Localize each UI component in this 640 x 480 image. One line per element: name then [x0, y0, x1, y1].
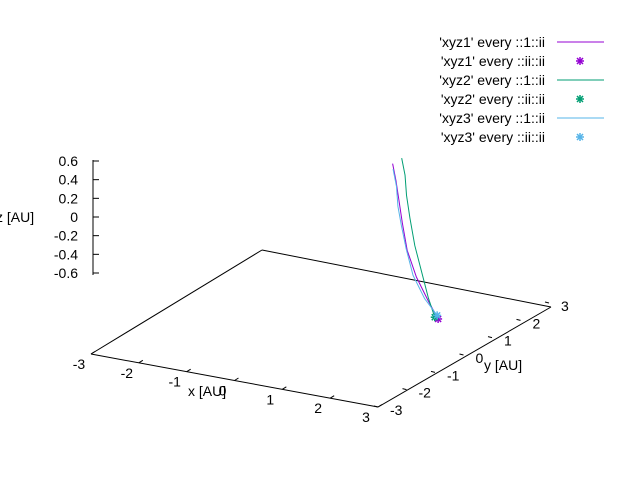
x-tick-label: 1 [266, 391, 274, 407]
y-axis-line [377, 306, 552, 408]
x-tick-label: -3 [73, 356, 86, 372]
x-tick-mark [186, 368, 191, 373]
x-tick-label: 3 [362, 409, 370, 425]
z-tick-label: -0.4 [54, 246, 78, 262]
x-tick-mark [329, 395, 335, 399]
legend-label: 'xyz1' every ::ii::ii [441, 53, 545, 69]
x-axis-label: x [AU] [188, 383, 226, 399]
series-point-5 [433, 311, 442, 320]
x-tick-mark [138, 359, 144, 364]
legend-label: 'xyz2' every ::1::ii [439, 72, 545, 88]
x-tick-label: 2 [314, 400, 322, 416]
y-tick-label: -3 [390, 402, 403, 418]
y-tick-mark [373, 405, 379, 408]
series-line-2 [401, 157, 436, 318]
legend-point-swatch [576, 95, 584, 103]
legend-point-swatch [576, 133, 584, 141]
z-tick-label: -0.2 [54, 228, 78, 244]
z-tick-label: -0.6 [54, 265, 78, 281]
z-tick-label: 0.4 [59, 172, 79, 188]
series-line-4 [392, 169, 438, 316]
legend-label: 'xyz3' every ::1::ii [439, 110, 545, 126]
tick-labels: -3 -2 -1 0 1 2 3 -3 -2 -1 0 1 2 3 -0.6 -0.4 -0.2 0 0.2 0.4 0… [54, 153, 569, 425]
y-tick-label: 1 [504, 333, 512, 349]
data-series [392, 157, 443, 323]
x-tick-label: 0 [219, 383, 227, 399]
series-line-0 [392, 163, 439, 320]
legend-point-swatch [576, 57, 584, 65]
y-tick-label: -2 [419, 385, 432, 401]
legend-label: 'xyz2' every ::ii::ii [441, 91, 545, 107]
y-tick-mark [459, 353, 464, 356]
y-tick-label: 3 [561, 298, 569, 314]
x-tick-label: -1 [168, 374, 181, 390]
y-tick-mark [516, 318, 521, 321]
y-tick-mark [487, 336, 493, 339]
x-tick-label: -2 [121, 365, 134, 381]
back-edge-y [90, 249, 263, 355]
x-tick-mark [282, 386, 287, 390]
legend-label: 'xyz1' every ::1::ii [439, 34, 545, 50]
legend: 'xyz1' every ::1::ii'xyz1' every ::ii::i… [439, 34, 604, 145]
y-tick-mark [402, 388, 407, 391]
x-tick-mark [377, 404, 383, 408]
axes [90, 160, 552, 408]
z-tick-label: 0 [70, 209, 78, 225]
y-tick-label: 2 [533, 315, 541, 331]
y-tick-mark [544, 301, 550, 304]
x-tick-mark [234, 377, 239, 381]
y-tick-mark [430, 370, 436, 373]
legend-label: 'xyz3' every ::ii::ii [441, 129, 545, 145]
z-axis-label: z [AU] [0, 209, 34, 225]
back-edge-x [261, 249, 552, 308]
y-axis-label: y [AU] [484, 357, 522, 373]
y-tick-label: -1 [447, 367, 460, 383]
tick-marks [90, 160, 550, 408]
x-tick-mark [90, 351, 96, 355]
z-tick-label: 0.2 [59, 190, 79, 206]
y-tick-label: 0 [476, 350, 484, 366]
z-tick-label: 0.6 [59, 153, 79, 169]
